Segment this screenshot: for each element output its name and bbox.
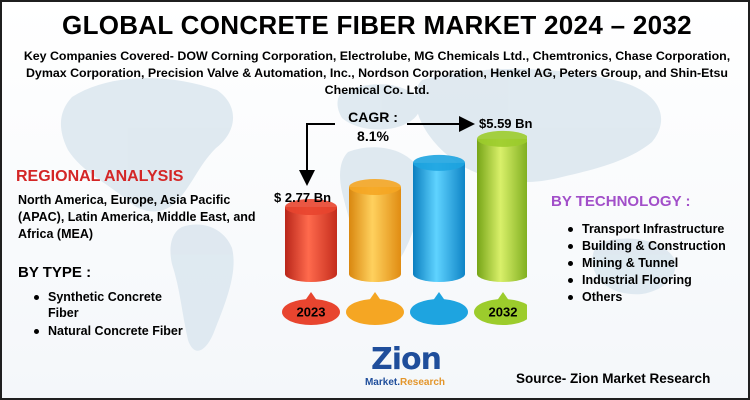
cagr-label: CAGR :: [348, 109, 398, 125]
year-badge: [346, 299, 404, 325]
year-badge: [474, 299, 527, 325]
chart-bar: [413, 162, 465, 282]
regional-analysis-text: North America, Europe, Asia Pacific (APA…: [18, 193, 256, 241]
cagr-callout: CAGR : 8.1%: [338, 108, 408, 146]
list-item: Synthetic Concrete Fiber: [34, 289, 194, 321]
by-technology-heading: BY TECHNOLOGY :: [551, 193, 691, 210]
list-item: Building & Construction: [568, 238, 748, 255]
start-value-label: $ 2.77 Bn: [274, 190, 332, 205]
key-companies-text: Key Companies Covered- DOW Corning Corpo…: [23, 49, 731, 97]
by-type-list: Synthetic Concrete Fiber Natural Concret…: [34, 289, 194, 341]
market-growth-chart: 2023 2032: [282, 116, 527, 325]
chart-bar: [477, 138, 527, 282]
cagr-value: 8.1%: [357, 128, 389, 144]
zion-logo-subtitle: Market.Research: [364, 377, 446, 388]
chart-bar-top: [285, 199, 337, 216]
list-item: Mining & Tunnel: [568, 255, 748, 272]
list-item: Industrial Flooring: [568, 272, 748, 289]
year-badge: [282, 299, 340, 325]
list-item: Natural Concrete Fiber: [34, 323, 194, 339]
chart-bar: [285, 207, 337, 282]
source-text: Source- Zion Market Research: [516, 371, 711, 386]
zion-logo: Zion: [370, 342, 442, 377]
end-value-label: $5.59 Bn: [479, 116, 533, 131]
list-item: Others: [568, 289, 748, 306]
chart-bar-top: [413, 154, 465, 171]
year-badge: [410, 299, 468, 325]
by-technology-list: Transport Infrastructure Building & Cons…: [568, 221, 748, 306]
list-item: Transport Infrastructure: [568, 221, 748, 238]
chart-bar-top: [349, 179, 401, 195]
regional-analysis-heading: REGIONAL ANALYSIS: [16, 168, 184, 185]
cagr-arrow-left: [299, 123, 335, 186]
infographic-title: GLOBAL CONCRETE FIBER MARKET 2024 – 2032: [62, 10, 692, 40]
year-label: 2032: [489, 305, 518, 320]
year-label: 2023: [297, 305, 326, 320]
by-type-heading: BY TYPE :: [18, 264, 92, 281]
chart-bar: [349, 187, 401, 282]
chart-bar-top: [477, 130, 527, 147]
